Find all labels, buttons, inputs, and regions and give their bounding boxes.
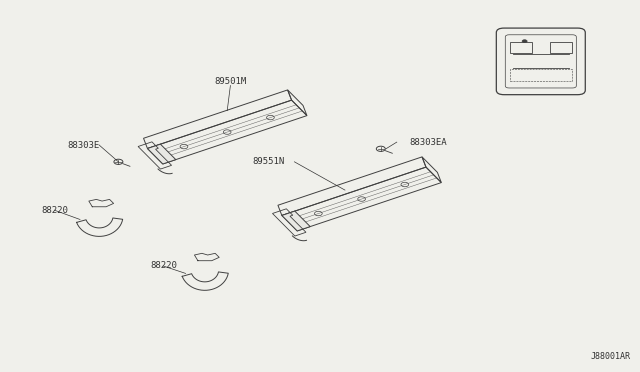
Text: 89551N: 89551N xyxy=(253,157,285,166)
Polygon shape xyxy=(282,211,310,231)
Text: 89501M: 89501M xyxy=(214,77,246,86)
Text: J88001AR: J88001AR xyxy=(590,352,630,361)
Text: 88220: 88220 xyxy=(150,262,177,270)
Bar xyxy=(550,42,572,53)
Text: 88220: 88220 xyxy=(42,206,68,215)
Bar xyxy=(510,42,532,53)
Polygon shape xyxy=(147,144,176,164)
Bar xyxy=(510,70,572,81)
Polygon shape xyxy=(182,272,228,290)
Polygon shape xyxy=(77,218,123,236)
Circle shape xyxy=(522,40,527,43)
Text: 88303EA: 88303EA xyxy=(410,138,447,147)
Text: 88303E: 88303E xyxy=(67,141,99,150)
